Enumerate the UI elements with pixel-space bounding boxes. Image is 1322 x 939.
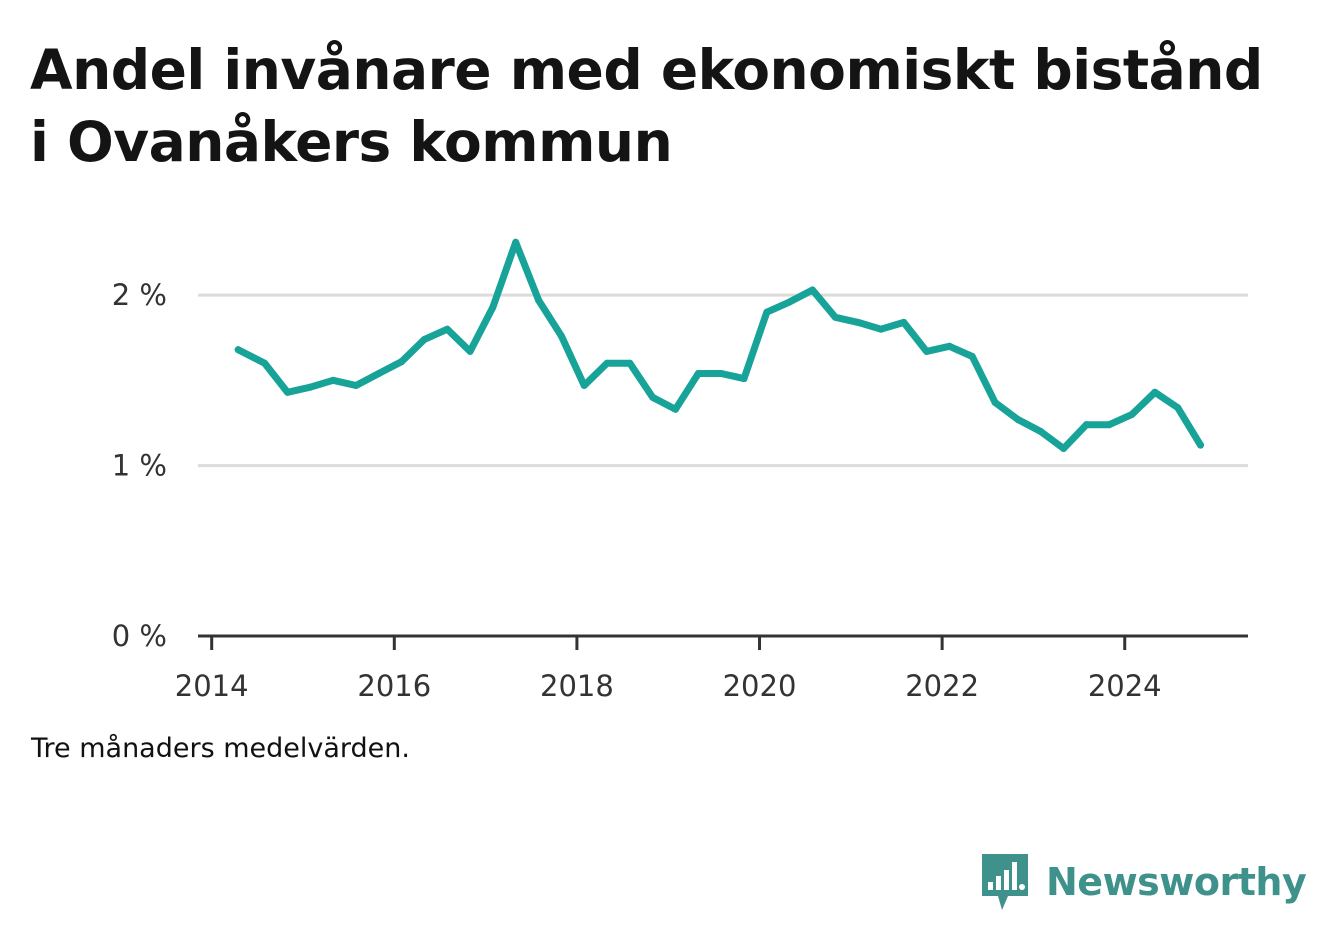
data-point (535, 296, 543, 304)
x-tick-label: 2016 (357, 669, 431, 703)
x-tick-label: 2020 (723, 669, 797, 703)
data-point (234, 346, 242, 354)
chart-note: Tre månaders medelvärden. (31, 733, 410, 764)
y-tick-label: 0 % (112, 619, 167, 653)
data-point (831, 313, 839, 321)
newsworthy-logo[interactable]: Newsworthy (980, 850, 1307, 914)
data-point (329, 376, 337, 384)
grid-lines (198, 293, 1248, 468)
y-tick-label: 2 % (112, 278, 167, 312)
data-point (557, 332, 565, 340)
data-point (1151, 388, 1159, 396)
data-point (580, 381, 588, 389)
data-point (1060, 445, 1068, 453)
series-line (234, 238, 1204, 452)
x-tick-label: 2022 (905, 669, 979, 703)
data-point (945, 342, 953, 350)
data-point (808, 286, 816, 294)
data-point (283, 388, 291, 396)
data-point (854, 318, 862, 326)
data-point (603, 359, 611, 367)
data-point (443, 325, 451, 333)
data-point (923, 347, 931, 355)
data-point (1082, 421, 1090, 429)
data-point (763, 308, 771, 316)
data-point (649, 393, 657, 401)
brand-name: Newsworthy (1046, 860, 1307, 904)
data-point (786, 298, 794, 306)
x-tick-labels: 2014 2016 2018 2020 2022 2024 (175, 669, 1162, 703)
series (234, 238, 1205, 453)
data-point (1014, 416, 1022, 424)
data-point (1174, 404, 1182, 412)
data-point (420, 335, 428, 343)
data-point (900, 318, 908, 326)
bar-chart-speech-bubble-icon (982, 854, 1028, 910)
data-point (968, 352, 976, 360)
chart-title: Andel invånare med ekonomiskt bistånd i … (30, 38, 1263, 174)
data-point (877, 325, 885, 333)
data-point (694, 370, 702, 378)
data-point (306, 383, 314, 391)
y-tick-label: 1 % (112, 449, 167, 483)
data-point (261, 359, 269, 367)
data-point (717, 370, 725, 378)
data-point (489, 303, 497, 311)
x-tick-label: 2014 (175, 669, 249, 703)
data-point (991, 399, 999, 407)
data-point (466, 347, 474, 355)
data-point (1037, 427, 1045, 435)
data-point (512, 238, 520, 246)
data-point (1197, 441, 1205, 449)
x-axis (198, 634, 1248, 650)
y-tick-labels: 0 % 1 % 2 % (112, 278, 167, 653)
data-point (740, 375, 748, 383)
data-point (672, 405, 680, 413)
x-tick-label: 2024 (1088, 669, 1162, 703)
data-point (626, 359, 634, 367)
data-point (398, 358, 406, 366)
data-point (1105, 421, 1113, 429)
line-chart: 0 % 1 % 2 % 2014 2016 2018 2020 2022 2024 (112, 238, 1248, 703)
data-point (1128, 410, 1136, 418)
data-point (352, 381, 360, 389)
data-point (375, 370, 383, 378)
x-tick-label: 2018 (540, 669, 614, 703)
